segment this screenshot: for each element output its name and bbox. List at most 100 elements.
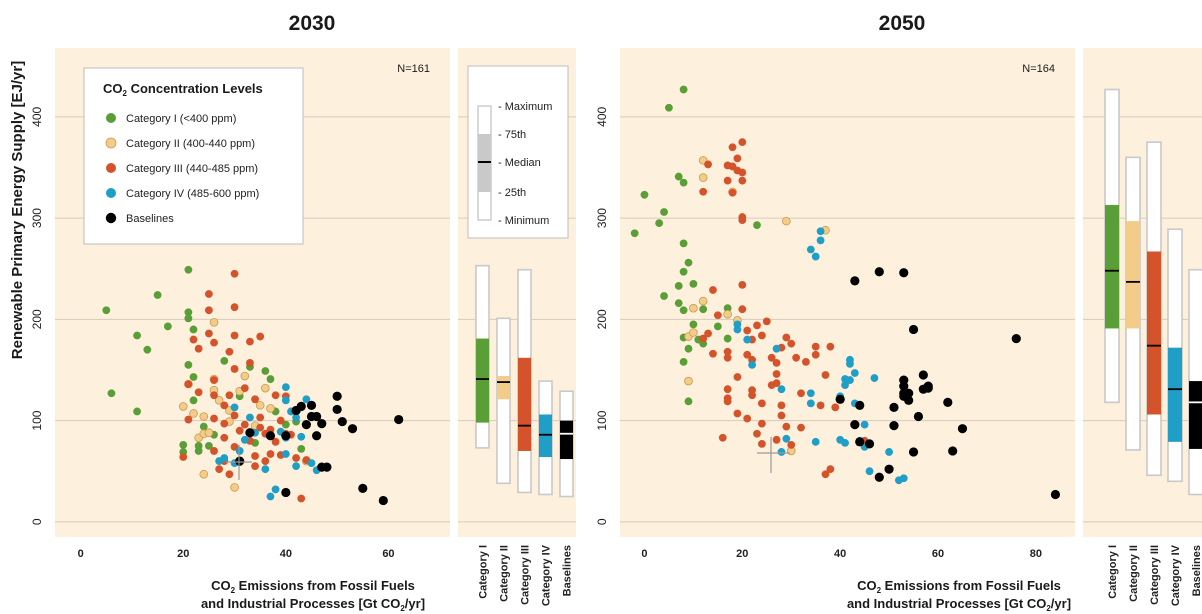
data-point	[302, 395, 311, 404]
data-point	[245, 428, 255, 438]
data-point	[757, 419, 766, 428]
box-iqr	[1126, 221, 1140, 329]
data-point	[748, 391, 756, 400]
data-point	[787, 440, 796, 449]
data-point	[1011, 333, 1021, 344]
data-point	[806, 389, 815, 398]
scatter-plot-area-2050	[620, 48, 1075, 537]
data-point	[777, 401, 786, 410]
data-point	[864, 439, 875, 449]
data-point	[246, 413, 254, 422]
data-point	[189, 373, 198, 381]
data-point	[674, 282, 683, 290]
data-point	[292, 462, 301, 471]
data-point	[347, 424, 358, 434]
data-point	[184, 308, 193, 317]
data-point	[235, 426, 244, 435]
data-point	[107, 389, 116, 398]
data-point	[630, 229, 639, 238]
x-axis-label-2030-line1: CO2 Emissions from Fossil Fuels	[211, 578, 415, 595]
data-point	[821, 470, 830, 479]
data-point	[281, 487, 291, 498]
data-point	[281, 431, 291, 441]
legend-marker	[105, 137, 117, 149]
data-point	[684, 344, 693, 353]
data-point	[782, 216, 791, 226]
data-point	[743, 350, 752, 359]
data-point	[782, 333, 791, 342]
x-tick-label: 20	[736, 548, 748, 560]
data-point	[684, 258, 693, 267]
box-category-label: Category III	[520, 545, 532, 605]
data-point	[281, 450, 290, 458]
data-point	[918, 370, 928, 380]
data-point	[699, 187, 708, 196]
data-point	[865, 467, 874, 476]
data-point	[904, 388, 914, 398]
data-point	[699, 305, 708, 314]
data-point	[723, 176, 732, 185]
x-tick-label: 0	[641, 548, 647, 560]
data-point	[899, 381, 909, 391]
data-point	[220, 401, 229, 410]
box-iqr	[1168, 347, 1182, 442]
data-point	[679, 267, 688, 276]
data-point	[655, 219, 664, 228]
data-point	[723, 309, 732, 319]
data-point	[220, 419, 229, 428]
data-point	[806, 399, 815, 408]
data-point	[738, 305, 747, 314]
legend-title: CO2 Concentration Levels	[103, 81, 263, 98]
data-point	[738, 168, 747, 177]
data-point	[210, 414, 218, 423]
panel-2050: 2050 N=164 0 100 200 300 400 0 20 40 60 80 CO2 E…	[595, 12, 1202, 613]
data-point	[184, 380, 193, 389]
data-point	[723, 385, 732, 394]
data-point	[251, 462, 259, 471]
boxplot-key-glyph	[477, 105, 492, 221]
data-point	[679, 357, 688, 366]
data-point	[713, 311, 722, 320]
y-ticks-2050: 0 100 200 300 400	[595, 107, 609, 526]
panel-2030: 2030 N=161 0 100 200 300 400 0 20 40 60 CO2 Emi…	[30, 12, 576, 613]
data-point	[251, 452, 259, 460]
box-category-label: Category IV	[1170, 544, 1182, 606]
data-point	[831, 403, 840, 412]
box-iqr	[497, 376, 510, 400]
data-point	[913, 411, 924, 422]
x-ticks-2030: 0 20 40 60	[78, 548, 395, 560]
data-point	[292, 454, 301, 462]
box-panel-2050	[1083, 48, 1202, 537]
data-point	[306, 400, 317, 410]
data-point	[230, 365, 239, 373]
data-point	[757, 439, 766, 448]
data-point	[102, 306, 111, 315]
data-point	[689, 279, 698, 288]
y-tick-label: 400	[595, 107, 609, 127]
data-point	[674, 299, 683, 308]
legend-entries: Category I (<400 ppm) Category II (400-44…	[105, 113, 259, 225]
data-point	[261, 465, 270, 474]
data-point	[251, 395, 259, 404]
data-point	[194, 344, 203, 353]
data-point	[728, 188, 737, 197]
data-point	[772, 358, 781, 367]
data-point	[256, 413, 265, 422]
data-point	[679, 85, 688, 94]
data-point	[811, 437, 820, 446]
data-point	[704, 329, 712, 338]
y-tick-label: 300	[30, 208, 44, 228]
data-point	[850, 276, 860, 286]
data-point	[835, 394, 845, 404]
data-point	[210, 338, 218, 347]
data-point	[271, 437, 280, 446]
data-point	[728, 143, 737, 152]
x-tick-label: 40	[280, 548, 292, 560]
data-point	[679, 178, 688, 187]
data-point	[753, 321, 761, 330]
data-point	[806, 245, 815, 254]
data-point	[777, 411, 786, 420]
data-point	[301, 420, 311, 430]
data-point	[358, 483, 368, 494]
box-iqr	[518, 357, 531, 451]
